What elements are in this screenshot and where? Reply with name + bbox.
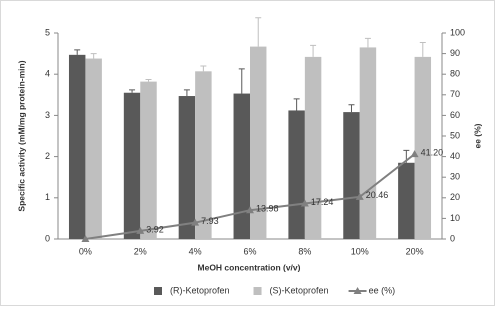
- bar: [233, 93, 250, 240]
- x-tick-label: 6%: [243, 246, 256, 256]
- legend-label: (S)-Ketoprofen: [270, 285, 329, 295]
- y2-tick-label: 0: [450, 233, 455, 243]
- x-tick-label: 10%: [351, 246, 369, 256]
- legend-marker: [353, 287, 362, 294]
- y-axis-title: Specific activity (mM/mg protein-min): [16, 60, 26, 211]
- bar: [68, 54, 86, 239]
- data-label: 17.24: [311, 197, 334, 207]
- data-label: 20.46: [366, 190, 389, 200]
- y-tick-label: 3: [45, 110, 50, 120]
- error-bar: [255, 17, 262, 47]
- line-marker: [136, 226, 145, 234]
- x-tick-label: 8%: [298, 246, 311, 256]
- y2-tick-label: 80: [450, 69, 460, 79]
- bar: [414, 56, 432, 240]
- y-tick-label: 0: [45, 233, 50, 243]
- y2-tick-label: 30: [450, 172, 460, 182]
- y2-tick-label: 60: [450, 110, 460, 120]
- error-bar: [74, 49, 81, 55]
- legend-label: ee (%): [369, 285, 396, 295]
- y2-tick-label: 70: [450, 89, 460, 99]
- x-axis-title: MeOH concentration (v/v): [198, 262, 301, 272]
- legend-label: (R)-Ketoprofen: [170, 285, 230, 295]
- data-label: 7.93: [201, 216, 219, 226]
- y2-tick-label: 20: [450, 192, 460, 202]
- error-bar: [364, 37, 371, 48]
- y2-axis-title: ee (%): [472, 123, 482, 148]
- line-marker: [410, 150, 419, 158]
- y2-tick-label: 50: [450, 130, 460, 140]
- data-label: 3.92: [146, 224, 164, 234]
- error-bar: [145, 79, 152, 82]
- y-tick-label: 1: [45, 192, 50, 202]
- bar: [343, 112, 360, 239]
- legend-swatch: [253, 287, 262, 295]
- x-tick-label: 2%: [134, 246, 147, 256]
- data-label: 41.20: [421, 148, 444, 158]
- bar: [178, 96, 196, 239]
- x-tick-label: 4%: [189, 246, 202, 256]
- line-marker: [246, 206, 254, 214]
- bar: [85, 58, 102, 239]
- bar: [359, 47, 377, 239]
- data-label: 13.98: [256, 204, 279, 214]
- x-tick-label: 20%: [406, 246, 424, 256]
- error-bar: [90, 53, 97, 59]
- error-bar: [238, 68, 245, 94]
- bar: [304, 56, 322, 240]
- error-bar: [348, 104, 355, 113]
- bar: [398, 162, 415, 239]
- x-tick-label: 0%: [79, 246, 92, 256]
- y-tick-label: 2: [45, 151, 50, 161]
- y2-tick-label: 40: [450, 151, 460, 161]
- line-marker: [300, 199, 309, 207]
- y-tick-label: 4: [45, 69, 50, 79]
- bar: [140, 81, 157, 239]
- y2-tick-label: 10: [450, 213, 460, 223]
- error-bar: [293, 98, 300, 111]
- error-bar: [200, 65, 207, 72]
- y2-tick-label: 90: [450, 48, 460, 58]
- y2-tick-label: 100: [450, 27, 465, 37]
- line-marker: [191, 218, 200, 226]
- error-bar: [419, 41, 426, 57]
- y-tick-label: 5: [45, 27, 50, 37]
- bar: [195, 71, 212, 239]
- error-bar: [129, 89, 136, 93]
- error-bar: [183, 89, 190, 97]
- bar: [250, 46, 267, 239]
- line-marker: [81, 235, 90, 242]
- bar: [123, 92, 141, 240]
- error-bar: [310, 44, 317, 57]
- bar: [288, 110, 305, 240]
- line-marker: [355, 192, 364, 200]
- legend-swatch: [154, 287, 162, 295]
